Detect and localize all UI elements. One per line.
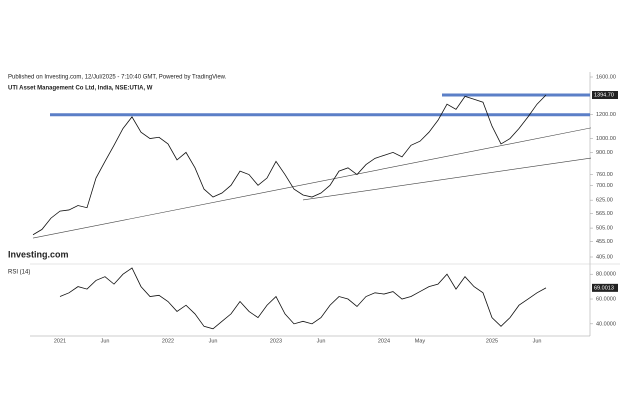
rsi-title: RSI (14) bbox=[8, 270, 30, 276]
x-tick-label: Jun bbox=[209, 338, 218, 344]
y-tick-label: 40.0000 bbox=[596, 321, 616, 327]
x-tick-label: 2025 bbox=[486, 338, 498, 344]
symbol-title: UTI Asset Management Co Ltd, India, NSE:… bbox=[8, 86, 153, 92]
y-tick-label: 455.00 bbox=[596, 239, 613, 245]
y-tick-label: 900.00 bbox=[596, 150, 613, 156]
published-note: Published on Investing.com, 12/Jul/2025 … bbox=[8, 75, 227, 81]
y-tick-label: 1600.00 bbox=[596, 74, 616, 80]
y-tick-label: 625.00 bbox=[596, 198, 613, 204]
x-tick-label: Jun bbox=[101, 338, 110, 344]
y-tick-label: 505.00 bbox=[596, 226, 613, 232]
last-value-label: 69.0013 bbox=[594, 285, 614, 291]
last-value-box bbox=[592, 90, 618, 99]
y-tick-label: 565.00 bbox=[596, 211, 613, 217]
y-tick-label: 405.00 bbox=[596, 254, 613, 260]
series-line bbox=[59, 267, 547, 330]
x-tick-label: 2022 bbox=[162, 338, 174, 344]
series-line bbox=[32, 94, 547, 236]
last-value-label: 1394.70 bbox=[594, 92, 614, 98]
x-tick-label: 2021 bbox=[54, 338, 66, 344]
x-tick-label: May bbox=[415, 338, 426, 344]
x-tick-label: 2024 bbox=[378, 338, 390, 344]
x-tick-label: 2023 bbox=[270, 338, 282, 344]
x-tick-label: Jun bbox=[317, 338, 326, 344]
trendline bbox=[302, 157, 592, 201]
y-tick-label: 60.0000 bbox=[596, 296, 616, 302]
y-tick-label: 80.0000 bbox=[596, 272, 616, 278]
y-tick-label: 1000.00 bbox=[596, 136, 616, 142]
y-tick-label: 700.00 bbox=[596, 183, 613, 189]
trendline bbox=[32, 127, 592, 239]
last-value-box bbox=[592, 283, 618, 292]
logo: Investing.com bbox=[8, 249, 69, 259]
x-tick-label: Jun bbox=[533, 338, 542, 344]
y-tick-label: 1200.00 bbox=[596, 112, 616, 118]
y-tick-label: 760.00 bbox=[596, 172, 613, 178]
